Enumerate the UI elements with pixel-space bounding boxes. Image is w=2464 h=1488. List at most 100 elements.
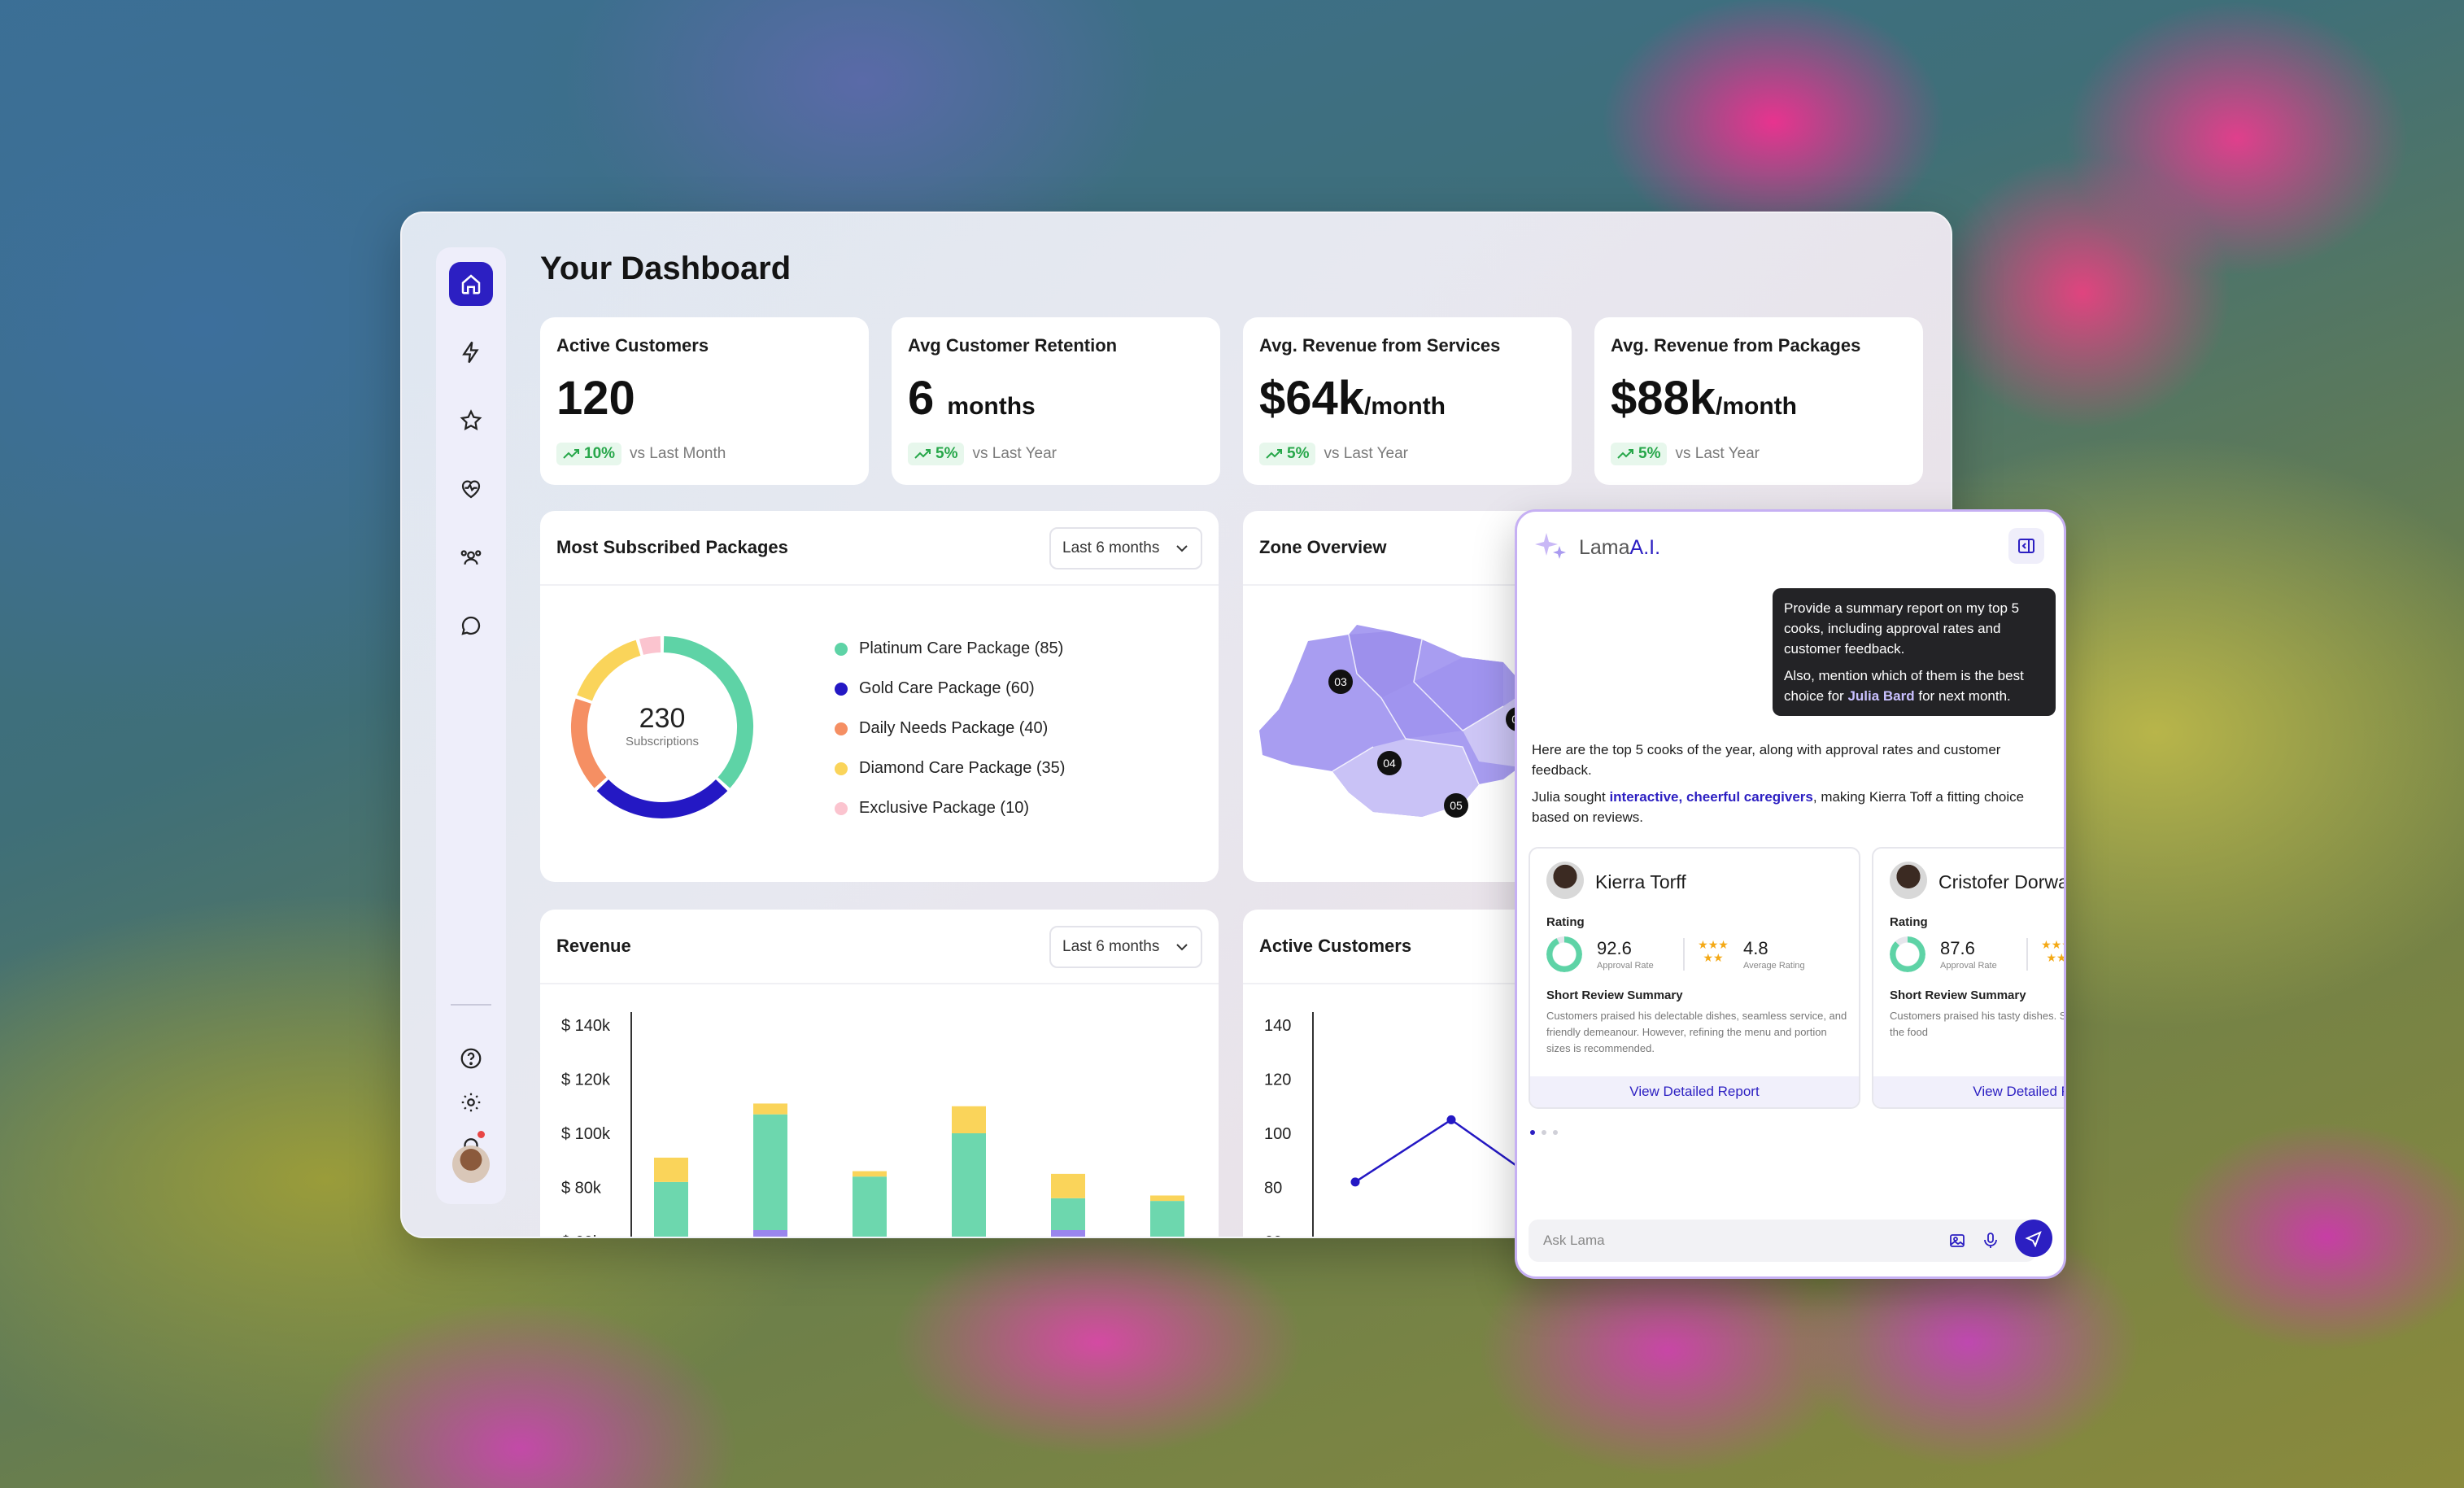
kpi-value: 120 xyxy=(556,372,635,425)
sidebar-divider xyxy=(451,1004,491,1006)
help-button[interactable] xyxy=(449,1036,493,1080)
notification-dot xyxy=(478,1131,485,1138)
revenue-bar-segment[interactable] xyxy=(753,1103,787,1115)
y-tick-label: 100 xyxy=(1264,1125,1291,1143)
y-tick-label: $ 60k xyxy=(561,1233,602,1238)
kpi-compare: vs Last Year xyxy=(1324,445,1408,462)
revenue-card: Revenue Last 6 months $ 140k $ 120k $ 100k… xyxy=(540,910,1219,1238)
zone-marker[interactable] xyxy=(1444,793,1468,818)
kpi-label: Avg. Revenue from Services xyxy=(1259,335,1501,356)
revenue-bar-segment[interactable] xyxy=(853,1176,887,1238)
revenue-bar-segment[interactable] xyxy=(654,1157,688,1182)
zone-map: 03 02 04 05 xyxy=(1259,625,1540,818)
home-icon xyxy=(461,274,481,295)
sidebar xyxy=(436,247,506,1204)
change-badge: 5% xyxy=(1259,443,1316,465)
view-detailed-report-button[interactable]: View Detailed Report xyxy=(1530,1076,1859,1107)
carousel-dot[interactable] xyxy=(1553,1130,1558,1135)
cook-name: Kierra Torff xyxy=(1595,871,1686,892)
carousel-dot[interactable] xyxy=(1542,1130,1546,1135)
zone-marker-label: 03 xyxy=(1334,675,1347,688)
ai-reply-text-2: Julia sought interactive, cheerful careg… xyxy=(1532,789,2025,825)
ask-lama-input[interactable]: Ask Lama xyxy=(1529,1220,2036,1262)
card-title: Zone Overview xyxy=(1259,537,1387,557)
view-detailed-report-button[interactable]: View Detailed Report xyxy=(1873,1076,2064,1107)
rating-label: Rating xyxy=(1890,915,1928,929)
y-tick-label: $ 100k xyxy=(561,1125,611,1143)
revenue-range-select[interactable]: Last 6 months xyxy=(1049,926,1202,968)
packages-card: Most Subscribed Packages Last 6 months 2… xyxy=(540,511,1219,882)
review-summary-text: Customers praised his tasty dishes. Some… xyxy=(1890,1010,2066,1038)
heart-pulse-icon xyxy=(461,480,481,499)
kpi-card-active-customers: Active Customers 120 10% vs Last Month xyxy=(540,317,869,485)
revenue-bar-segment[interactable] xyxy=(753,1114,787,1230)
revenue-bar-segment[interactable] xyxy=(952,1133,986,1238)
collapse-panel-button[interactable] xyxy=(2008,528,2044,564)
kpi-label: Active Customers xyxy=(556,335,709,356)
help-icon xyxy=(460,1048,482,1069)
page-title: Your Dashboard xyxy=(540,251,792,286)
legend-dot xyxy=(835,682,848,696)
gear-icon xyxy=(461,1093,481,1112)
user-message-text: Provide a summary report on my top 5 coo… xyxy=(1784,600,2020,657)
users-icon xyxy=(460,550,482,565)
lama-brand: LamaA.I. xyxy=(1579,536,1661,559)
revenue-bar-segment[interactable] xyxy=(1051,1198,1085,1230)
donut-slice[interactable] xyxy=(663,636,753,788)
card-title: Revenue xyxy=(556,936,631,956)
kpi-label: Avg. Revenue from Packages xyxy=(1611,335,1861,356)
send-button[interactable] xyxy=(2015,1220,2052,1257)
zone-marker[interactable] xyxy=(1328,670,1353,694)
team-nav-button[interactable] xyxy=(449,535,493,579)
trend-up-icon xyxy=(1617,449,1633,459)
kpi-compare: vs Last Year xyxy=(1675,445,1760,462)
revenue-bar-segment[interactable] xyxy=(1051,1173,1085,1198)
user-message-bubble: Provide a summary report on my top 5 coo… xyxy=(1773,588,2056,716)
ask-lama-placeholder: Ask Lama xyxy=(1543,1233,1605,1248)
revenue-bar-segment[interactable] xyxy=(1051,1230,1085,1238)
donut-slice[interactable] xyxy=(596,779,728,818)
activity-nav-button[interactable] xyxy=(449,330,493,374)
kpi-label: Avg Customer Retention xyxy=(908,335,1118,356)
carousel-dot-active[interactable] xyxy=(1530,1130,1535,1135)
kpi-value: 6 months xyxy=(908,372,1036,425)
trend-up-icon xyxy=(914,449,931,459)
settings-button[interactable] xyxy=(449,1080,493,1124)
line-point[interactable] xyxy=(1446,1115,1456,1124)
zone-marker[interactable] xyxy=(1377,751,1402,775)
revenue-bar-segment[interactable] xyxy=(1150,1201,1184,1238)
health-nav-button[interactable] xyxy=(449,467,493,511)
cook-card: Kierra Torff Rating 92.6 Approval Rate ★… xyxy=(1529,847,1860,1109)
microphone-icon[interactable] xyxy=(1981,1231,2000,1250)
packages-donut-chart: 230 Subscriptions xyxy=(571,636,753,818)
sidebar-collapse-icon xyxy=(2018,539,2034,553)
legend-item: Daily Needs Package (40) xyxy=(835,719,1048,738)
revenue-bar-segment[interactable] xyxy=(853,1171,887,1177)
y-tick-label: 120 xyxy=(1264,1071,1291,1089)
approval-rate-value: 87.6 xyxy=(1940,938,1975,958)
donut-slice[interactable] xyxy=(571,698,607,788)
packages-range-select[interactable]: Last 6 months xyxy=(1049,527,1202,569)
kpi-value: $64k/month xyxy=(1259,372,1446,425)
user-avatar[interactable] xyxy=(452,1145,490,1183)
donut-slice[interactable] xyxy=(639,636,661,655)
line-point[interactable] xyxy=(1350,1177,1360,1187)
donut-slice[interactable] xyxy=(577,639,641,701)
revenue-bar-segment[interactable] xyxy=(753,1230,787,1238)
home-nav-button[interactable] xyxy=(449,262,493,306)
image-upload-icon[interactable] xyxy=(1948,1231,1968,1250)
ai-reply-text: Here are the top 5 cooks of the year, al… xyxy=(1532,742,2001,778)
messages-nav-button[interactable] xyxy=(449,604,493,648)
revenue-bar-segment[interactable] xyxy=(952,1106,986,1133)
kpi-card-service-revenue: Avg. Revenue from Services $64k/month 5%… xyxy=(1243,317,1572,485)
revenue-bar-segment[interactable] xyxy=(1150,1195,1184,1202)
sparkle-icon xyxy=(1535,533,1566,559)
change-badge: 5% xyxy=(1611,443,1668,465)
favorites-nav-button[interactable] xyxy=(449,399,493,443)
kpi-compare: vs Last Month xyxy=(630,445,726,462)
revenue-bar-segment[interactable] xyxy=(654,1181,688,1238)
legend-item: Gold Care Package (60) xyxy=(835,679,1035,698)
y-tick-label: 80 xyxy=(1264,1180,1282,1198)
kpi-value: $88k/month xyxy=(1611,372,1798,425)
approval-ring xyxy=(1546,936,1582,972)
